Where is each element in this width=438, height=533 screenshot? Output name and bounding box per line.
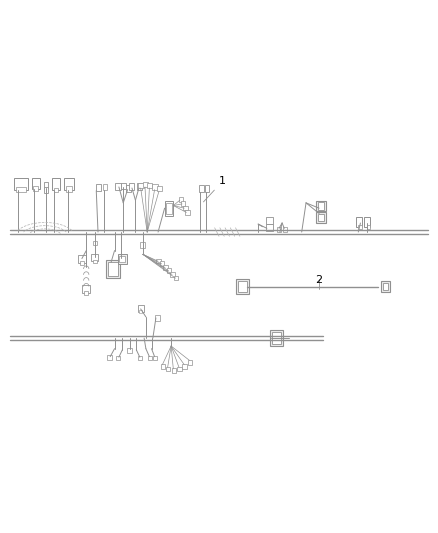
- FancyBboxPatch shape: [93, 260, 97, 263]
- FancyBboxPatch shape: [198, 185, 204, 192]
- FancyBboxPatch shape: [318, 214, 324, 221]
- FancyBboxPatch shape: [52, 178, 60, 190]
- FancyBboxPatch shape: [138, 356, 142, 360]
- FancyBboxPatch shape: [170, 272, 175, 277]
- FancyBboxPatch shape: [155, 315, 160, 320]
- FancyBboxPatch shape: [33, 187, 39, 191]
- FancyBboxPatch shape: [138, 183, 144, 188]
- FancyBboxPatch shape: [139, 310, 142, 313]
- FancyBboxPatch shape: [118, 254, 127, 264]
- FancyBboxPatch shape: [152, 184, 158, 190]
- FancyBboxPatch shape: [92, 254, 99, 261]
- FancyBboxPatch shape: [44, 182, 48, 188]
- FancyBboxPatch shape: [121, 183, 126, 189]
- FancyBboxPatch shape: [283, 227, 287, 232]
- FancyBboxPatch shape: [143, 182, 148, 187]
- FancyBboxPatch shape: [78, 255, 86, 263]
- FancyBboxPatch shape: [317, 201, 326, 212]
- FancyBboxPatch shape: [107, 355, 113, 360]
- FancyBboxPatch shape: [187, 360, 192, 365]
- FancyBboxPatch shape: [138, 305, 144, 312]
- FancyBboxPatch shape: [108, 262, 118, 276]
- FancyBboxPatch shape: [147, 183, 152, 188]
- FancyBboxPatch shape: [181, 201, 185, 206]
- FancyBboxPatch shape: [14, 178, 28, 190]
- FancyBboxPatch shape: [137, 183, 141, 190]
- FancyBboxPatch shape: [167, 268, 171, 273]
- FancyBboxPatch shape: [53, 188, 58, 192]
- FancyBboxPatch shape: [161, 364, 165, 369]
- FancyBboxPatch shape: [358, 225, 362, 229]
- FancyBboxPatch shape: [129, 183, 134, 190]
- FancyBboxPatch shape: [126, 185, 131, 192]
- FancyBboxPatch shape: [44, 187, 48, 193]
- FancyBboxPatch shape: [66, 187, 72, 192]
- FancyBboxPatch shape: [64, 178, 74, 190]
- FancyBboxPatch shape: [160, 261, 164, 266]
- FancyBboxPatch shape: [277, 227, 281, 232]
- FancyBboxPatch shape: [103, 184, 107, 190]
- FancyBboxPatch shape: [272, 332, 281, 344]
- FancyBboxPatch shape: [119, 256, 125, 262]
- FancyBboxPatch shape: [356, 217, 362, 227]
- FancyBboxPatch shape: [174, 276, 178, 280]
- FancyBboxPatch shape: [265, 223, 272, 231]
- FancyBboxPatch shape: [163, 265, 168, 270]
- FancyBboxPatch shape: [106, 260, 120, 278]
- FancyBboxPatch shape: [317, 213, 326, 223]
- FancyBboxPatch shape: [82, 285, 90, 293]
- FancyBboxPatch shape: [381, 281, 390, 292]
- Text: 2: 2: [315, 276, 323, 286]
- FancyBboxPatch shape: [153, 356, 157, 360]
- FancyBboxPatch shape: [156, 259, 161, 263]
- FancyBboxPatch shape: [16, 187, 26, 192]
- FancyBboxPatch shape: [265, 217, 272, 223]
- FancyBboxPatch shape: [238, 281, 247, 292]
- FancyBboxPatch shape: [172, 368, 176, 373]
- FancyBboxPatch shape: [116, 356, 120, 360]
- FancyBboxPatch shape: [148, 356, 152, 360]
- FancyBboxPatch shape: [127, 348, 132, 353]
- FancyBboxPatch shape: [166, 367, 170, 372]
- FancyBboxPatch shape: [318, 203, 324, 210]
- Text: 1: 1: [204, 176, 226, 202]
- FancyBboxPatch shape: [96, 184, 101, 191]
- FancyBboxPatch shape: [116, 183, 120, 190]
- FancyBboxPatch shape: [165, 201, 173, 216]
- FancyBboxPatch shape: [383, 284, 388, 290]
- FancyBboxPatch shape: [367, 225, 370, 229]
- FancyBboxPatch shape: [270, 330, 283, 346]
- FancyBboxPatch shape: [183, 364, 187, 369]
- FancyBboxPatch shape: [205, 185, 209, 192]
- FancyBboxPatch shape: [80, 261, 84, 265]
- FancyBboxPatch shape: [185, 210, 190, 215]
- FancyBboxPatch shape: [166, 204, 172, 214]
- FancyBboxPatch shape: [177, 367, 182, 372]
- FancyBboxPatch shape: [32, 178, 40, 189]
- FancyBboxPatch shape: [179, 197, 184, 202]
- FancyBboxPatch shape: [140, 242, 145, 248]
- FancyBboxPatch shape: [84, 292, 88, 295]
- FancyBboxPatch shape: [237, 279, 249, 294]
- FancyBboxPatch shape: [184, 206, 187, 211]
- FancyBboxPatch shape: [364, 217, 371, 227]
- FancyBboxPatch shape: [93, 240, 97, 245]
- FancyBboxPatch shape: [157, 186, 162, 191]
